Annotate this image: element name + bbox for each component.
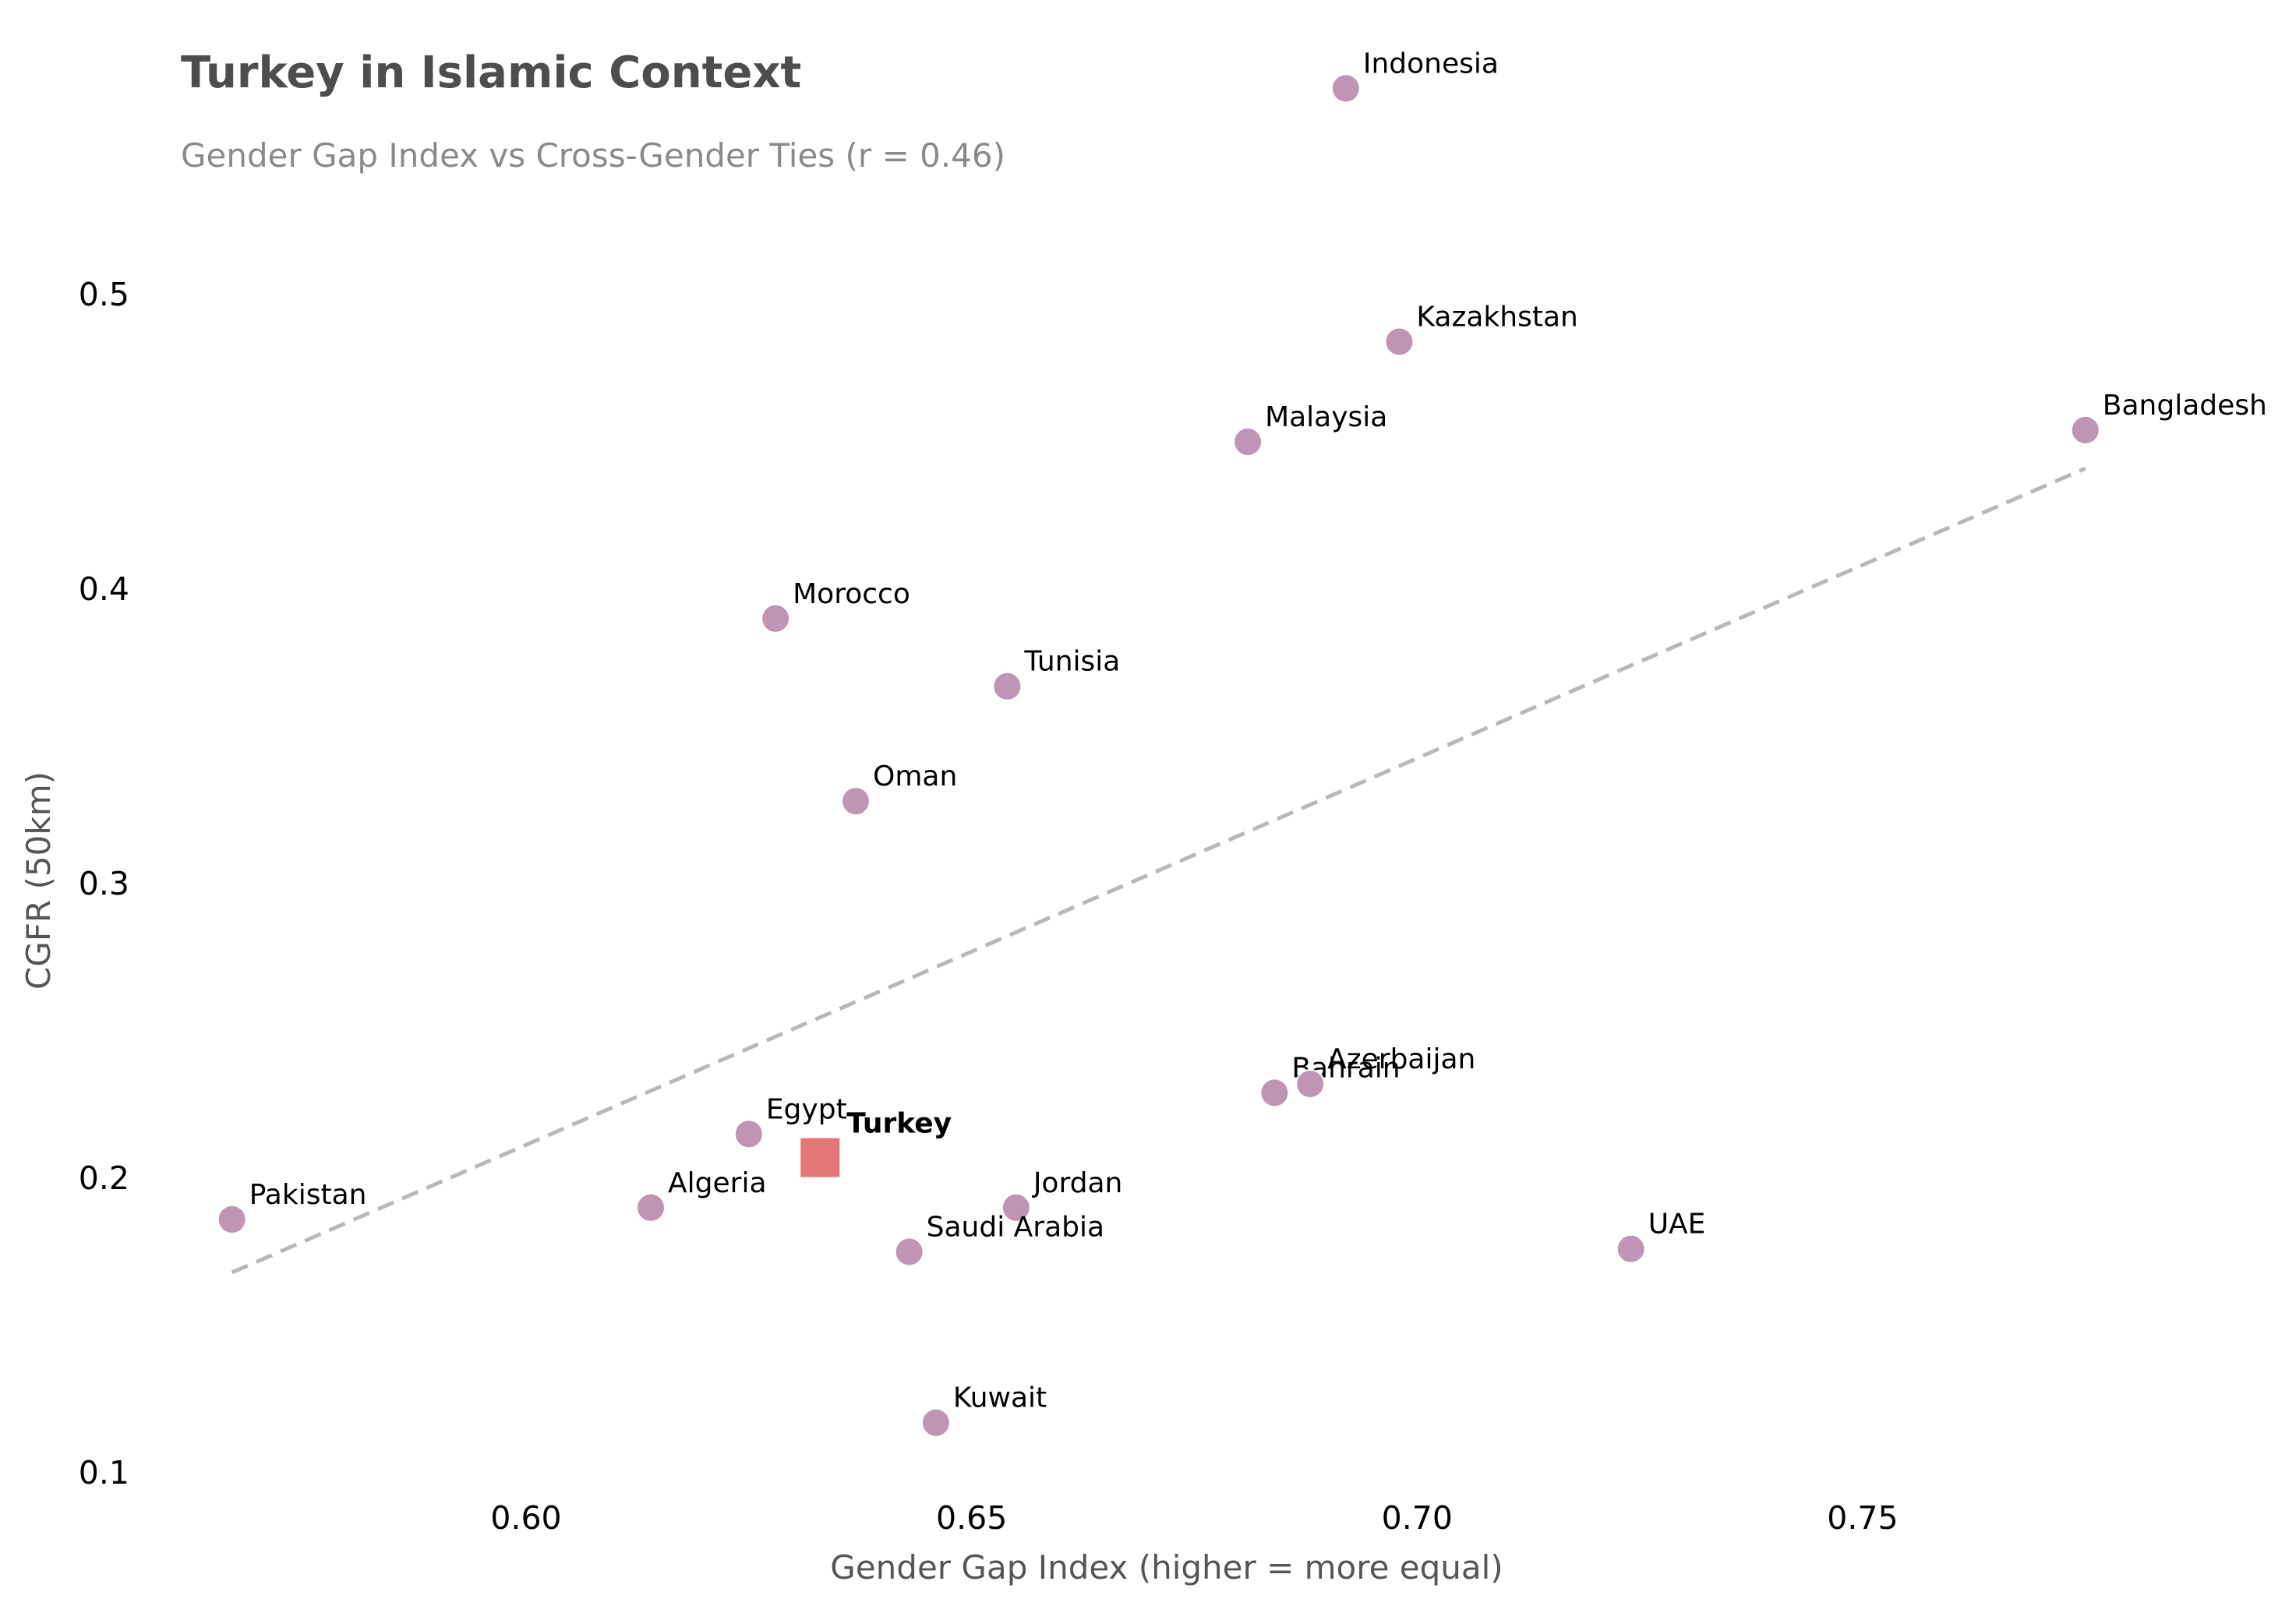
data-point-kuwait[interactable]: Kuwait xyxy=(920,1382,1047,1438)
circle-marker xyxy=(1259,1078,1290,1108)
point-label: Oman xyxy=(873,761,957,792)
data-point-malaysia[interactable]: Malaysia xyxy=(1233,401,1387,457)
circle-marker xyxy=(920,1407,951,1438)
point-label: Malaysia xyxy=(1265,401,1387,433)
circle-marker xyxy=(1295,1069,1326,1099)
point-label: Kuwait xyxy=(953,1382,1047,1414)
data-point-tunisia[interactable]: Tunisia xyxy=(992,646,1120,701)
circle-marker xyxy=(217,1204,247,1234)
data-point-bangladesh[interactable]: Bangladesh xyxy=(2070,390,2267,445)
chart-title: Turkey in Islamic Context xyxy=(181,48,801,98)
y-tick-label: 0.1 xyxy=(79,1454,129,1491)
point-label: Egypt xyxy=(766,1093,847,1125)
point-label: Saudi Arabia xyxy=(927,1212,1104,1244)
point-label: UAE xyxy=(1648,1209,1706,1241)
data-point-morocco[interactable]: Morocco xyxy=(761,578,910,634)
y-tick-label: 0.5 xyxy=(79,276,129,313)
circle-marker xyxy=(2070,415,2100,445)
point-label: Turkey xyxy=(846,1108,952,1140)
x-tick-label: 0.65 xyxy=(936,1499,1007,1537)
circle-marker xyxy=(761,603,791,634)
data-points: Indonesia Kazakhstan Malaysia Bangladesh Mor… xyxy=(217,48,2267,1438)
data-point-saudi-arabia[interactable]: Saudi Arabia xyxy=(894,1212,1104,1267)
circle-marker xyxy=(1384,326,1415,357)
data-point-azerbaijan[interactable]: Azerbaijan xyxy=(1295,1043,1475,1099)
y-tick-label: 0.2 xyxy=(79,1159,129,1197)
x-tick-label: 0.75 xyxy=(1827,1499,1898,1537)
point-label: Tunisia xyxy=(1023,646,1120,678)
point-label: Jordan xyxy=(1032,1167,1123,1199)
x-axis-label: Gender Gap Index (higher = more equal) xyxy=(830,1548,1503,1587)
circle-marker xyxy=(636,1192,666,1223)
circle-marker xyxy=(733,1119,764,1149)
trend-line xyxy=(231,466,2086,1275)
circle-marker xyxy=(992,671,1023,701)
y-tick-label: 0.3 xyxy=(79,865,129,902)
point-label: Kazakhstan xyxy=(1416,301,1577,333)
circle-marker xyxy=(841,786,871,817)
data-point-egypt[interactable]: Egypt xyxy=(733,1093,847,1149)
data-point-uae[interactable]: UAE xyxy=(1616,1209,1706,1264)
y-tick-label: 0.4 xyxy=(79,570,129,608)
data-point-indonesia[interactable]: Indonesia xyxy=(1330,48,1499,104)
y-axis-label: CGFR (50km) xyxy=(19,771,58,990)
circle-marker xyxy=(1233,427,1263,457)
circle-marker xyxy=(894,1237,924,1267)
data-point-turkey[interactable]: Turkey xyxy=(800,1108,952,1177)
data-point-algeria[interactable]: Algeria xyxy=(636,1167,767,1223)
point-label: Indonesia xyxy=(1363,48,1499,79)
x-tick-label: 0.70 xyxy=(1382,1499,1453,1537)
point-label: Morocco xyxy=(793,578,910,610)
data-point-kazakhstan[interactable]: Kazakhstan xyxy=(1384,301,1578,357)
point-label: Bangladesh xyxy=(2103,390,2267,422)
data-point-jordan[interactable]: Jordan xyxy=(1001,1167,1123,1223)
data-point-pakistan[interactable]: Pakistan xyxy=(217,1179,367,1234)
circle-marker xyxy=(1330,73,1361,104)
y-axis-ticks: 0.5 0.4 0.3 0.2 0.1 xyxy=(79,276,129,1491)
point-label: Pakistan xyxy=(249,1179,367,1211)
circle-marker xyxy=(1616,1234,1646,1264)
highlight-square-marker xyxy=(800,1138,840,1177)
circle-marker xyxy=(1001,1192,1031,1223)
point-label: Azerbaijan xyxy=(1327,1043,1475,1075)
x-axis-ticks: 0.60 0.65 0.70 0.75 xyxy=(490,1499,1898,1537)
x-tick-label: 0.60 xyxy=(490,1499,561,1537)
chart-subtitle: Gender Gap Index vs Cross-Gender Ties (r… xyxy=(181,136,1005,175)
data-point-oman[interactable]: Oman xyxy=(841,761,957,817)
point-label: Algeria xyxy=(668,1167,767,1199)
